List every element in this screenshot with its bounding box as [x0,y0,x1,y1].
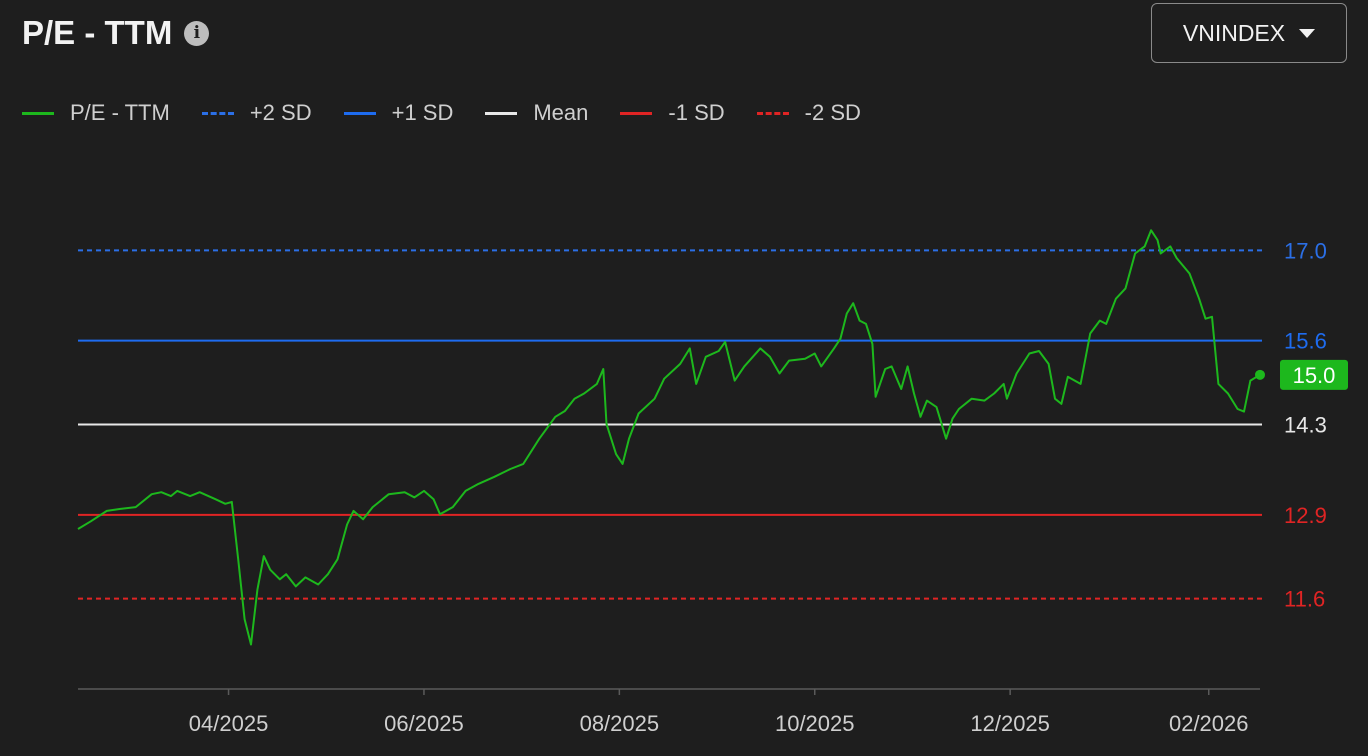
x-tick-label: 04/2025 [189,711,269,736]
reference-label: 14.3 [1284,413,1327,438]
index-select-dropdown[interactable]: VNINDEX [1151,3,1347,63]
legend-label: +1 SD [391,100,454,125]
reference-label: 11.6 [1284,587,1325,612]
chevron-down-icon [1299,28,1316,38]
last-value-label: 15.0 [1293,363,1336,388]
legend-swatch [485,111,518,115]
x-tick-label: 02/2026 [1169,711,1249,736]
x-tick-label: 10/2025 [775,711,855,736]
dropdown-value: VNINDEX [1182,19,1286,46]
chart-title: P/E - TTM i [22,14,210,52]
last-point-marker [1255,369,1265,380]
legend-label: Mean [533,100,589,125]
legend-swatch [201,111,234,115]
pe-ttm-line [77,229,1261,646]
x-tick-label: 06/2025 [384,711,464,736]
legend-item[interactable]: +2 SD [201,100,312,126]
legend-label: -1 SD [668,100,725,125]
legend-label: -2 SD [804,100,861,125]
last-value-badge [1280,359,1348,390]
legend-item[interactable]: Mean [485,100,588,126]
legend-label: P/E - TTM [70,100,170,125]
reference-label: 17.0 [1284,238,1327,263]
legend-item[interactable]: +1 SD [343,100,454,126]
reference-label: 15.6 [1284,329,1327,354]
legend-label: +2 SD [249,100,312,125]
legend-swatch [620,111,653,115]
legend-swatch [756,111,789,115]
x-tick-label: 08/2025 [580,711,660,736]
title-text: P/E - TTM [22,14,173,51]
chart-legend: P/E - TTM +2 SD +1 SD Mean -1 SD -2 SD [22,100,861,126]
legend-item[interactable]: -2 SD [756,100,861,126]
legend-swatch [343,111,376,115]
info-icon[interactable]: i [184,20,210,46]
legend-item[interactable]: -1 SD [620,100,725,126]
legend-swatch [22,111,54,115]
reference-label: 12.9 [1284,503,1327,528]
x-tick-label: 12/2025 [970,711,1050,736]
legend-item[interactable]: P/E - TTM [22,100,170,126]
